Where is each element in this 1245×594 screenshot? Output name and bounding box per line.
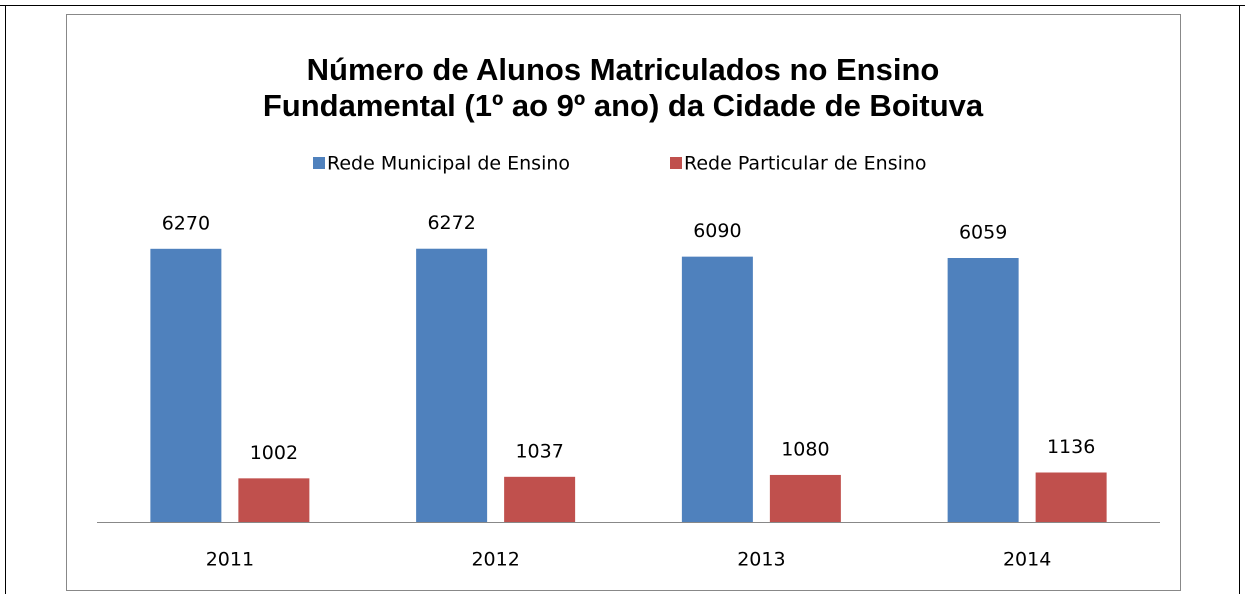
bar (504, 476, 576, 522)
data-label: 1080 (781, 438, 829, 460)
data-label: 1002 (250, 442, 298, 464)
legend-label: Rede Municipal de Ensino (327, 153, 570, 175)
x-tick-label: 2012 (471, 549, 519, 571)
bar (150, 248, 222, 523)
bar (681, 256, 753, 522)
data-label: 1136 (1047, 436, 1095, 458)
data-label: 6272 (427, 212, 475, 234)
bar (238, 478, 310, 522)
x-tick-label: 2013 (737, 549, 785, 571)
chart-title: Fundamental (1º ao 9º ano) da Cidade de … (263, 88, 984, 123)
bar (416, 248, 488, 522)
data-label: 6270 (162, 212, 210, 234)
data-label: 6090 (693, 220, 741, 242)
chart-title: Número de Alunos Matriculados no Ensino (307, 52, 940, 87)
x-tick-label: 2014 (1003, 549, 1051, 571)
legend-swatch (670, 157, 682, 169)
x-tick-label: 2011 (206, 549, 254, 571)
data-label: 6059 (959, 222, 1007, 244)
legend-swatch (313, 157, 325, 169)
bar (947, 258, 1019, 522)
bar (1035, 472, 1107, 522)
data-label: 1037 (515, 440, 563, 462)
legend-label: Rede Particular de Ensino (684, 153, 927, 175)
bar (769, 474, 841, 522)
